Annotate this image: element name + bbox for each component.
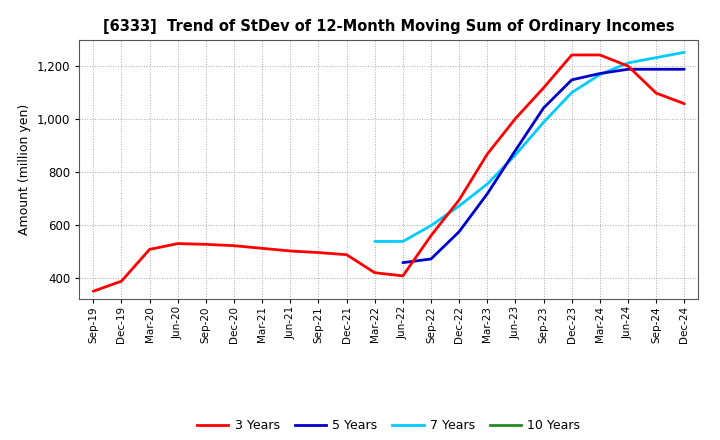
- 7 Years: [511, 152, 520, 158]
- 3 Years: [427, 233, 436, 238]
- 3 Years: [286, 248, 294, 253]
- Y-axis label: Amount (million yen): Amount (million yen): [18, 104, 31, 235]
- 3 Years: [117, 279, 126, 284]
- 3 Years: [314, 250, 323, 255]
- 3 Years: [595, 52, 604, 58]
- 5 Years: [511, 148, 520, 153]
- 3 Years: [455, 197, 464, 202]
- 5 Years: [624, 66, 632, 72]
- 5 Years: [483, 191, 492, 196]
- 7 Years: [567, 90, 576, 95]
- 5 Years: [652, 66, 660, 72]
- 7 Years: [595, 72, 604, 77]
- 7 Years: [624, 60, 632, 66]
- 7 Years: [370, 239, 379, 244]
- 7 Years: [652, 55, 660, 60]
- 3 Years: [370, 270, 379, 275]
- 5 Years: [567, 77, 576, 83]
- 5 Years: [539, 105, 548, 110]
- 3 Years: [399, 273, 408, 279]
- 3 Years: [539, 85, 548, 91]
- 5 Years: [427, 256, 436, 261]
- 5 Years: [455, 229, 464, 234]
- 7 Years: [680, 50, 688, 55]
- 3 Years: [511, 116, 520, 121]
- 7 Years: [427, 223, 436, 228]
- 5 Years: [399, 260, 408, 265]
- Legend: 3 Years, 5 Years, 7 Years, 10 Years: 3 Years, 5 Years, 7 Years, 10 Years: [192, 414, 585, 437]
- 7 Years: [483, 181, 492, 187]
- Line: 5 Years: 5 Years: [403, 69, 684, 263]
- 3 Years: [145, 247, 154, 252]
- 3 Years: [567, 52, 576, 58]
- 5 Years: [595, 71, 604, 76]
- Line: 7 Years: 7 Years: [374, 52, 684, 242]
- 3 Years: [258, 246, 266, 251]
- 3 Years: [680, 101, 688, 106]
- 3 Years: [202, 242, 210, 247]
- 3 Years: [652, 91, 660, 96]
- Line: 3 Years: 3 Years: [94, 55, 684, 291]
- 3 Years: [624, 63, 632, 69]
- 3 Years: [230, 243, 238, 248]
- 3 Years: [342, 252, 351, 257]
- 3 Years: [174, 241, 182, 246]
- 7 Years: [455, 203, 464, 209]
- 5 Years: [680, 66, 688, 72]
- 7 Years: [399, 239, 408, 244]
- 3 Years: [483, 151, 492, 157]
- 3 Years: [89, 289, 98, 294]
- 7 Years: [539, 120, 548, 125]
- Title: [6333]  Trend of StDev of 12-Month Moving Sum of Ordinary Incomes: [6333] Trend of StDev of 12-Month Moving…: [103, 19, 675, 34]
